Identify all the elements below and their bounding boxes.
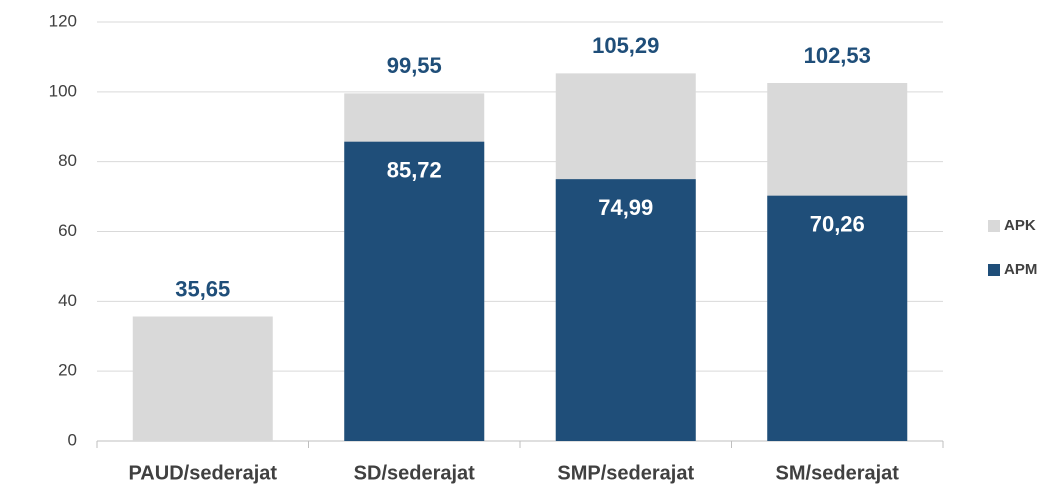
y-tick-label: 40 — [58, 291, 77, 310]
legend-swatch — [988, 220, 1000, 232]
x-tick-label: SM/sederajat — [776, 462, 900, 484]
bar — [555, 179, 696, 441]
data-label: 70,26 — [810, 211, 865, 236]
data-label: 85,72 — [387, 158, 442, 183]
data-label: 102,53 — [804, 43, 871, 68]
y-tick-label: 100 — [49, 81, 77, 100]
data-label: 99,55 — [387, 53, 442, 78]
bar — [132, 316, 273, 441]
bar — [344, 141, 485, 441]
y-tick-label: 20 — [58, 361, 77, 380]
y-tick-label: 60 — [58, 221, 77, 240]
x-tick-label: PAUD/sederajat — [128, 462, 277, 484]
x-tick-label: SMP/sederajat — [557, 462, 694, 484]
legend-label: APK — [1004, 217, 1036, 234]
x-tick-label: SD/sederajat — [354, 462, 476, 484]
data-label: 35,65 — [175, 276, 230, 301]
bar — [767, 195, 908, 441]
legend-swatch — [988, 264, 1000, 276]
legend-label: APM — [1004, 261, 1037, 278]
y-tick-label: 120 — [49, 11, 77, 30]
y-tick-label: 80 — [58, 151, 77, 170]
y-tick-label: 0 — [68, 430, 77, 449]
data-label: 105,29 — [592, 33, 659, 58]
data-label: 74,99 — [598, 195, 653, 220]
